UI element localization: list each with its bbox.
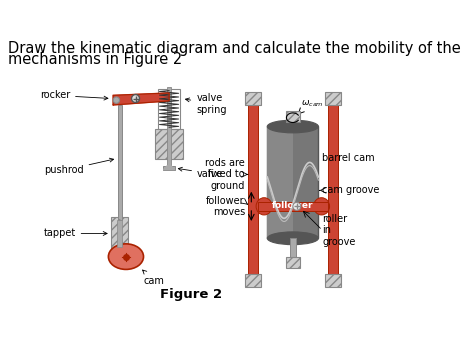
FancyBboxPatch shape <box>117 220 122 247</box>
FancyBboxPatch shape <box>286 257 300 268</box>
Text: cam groove: cam groove <box>322 185 380 195</box>
FancyBboxPatch shape <box>245 92 261 105</box>
Text: Figure 2: Figure 2 <box>160 288 222 301</box>
Text: follower
moves: follower moves <box>206 195 245 217</box>
FancyBboxPatch shape <box>258 202 328 211</box>
Text: mechanisms in Figure 2: mechanisms in Figure 2 <box>8 52 182 67</box>
FancyBboxPatch shape <box>167 87 171 165</box>
FancyBboxPatch shape <box>118 105 121 220</box>
Text: cam: cam <box>143 270 164 286</box>
Text: tappet: tappet <box>44 228 107 238</box>
Ellipse shape <box>256 198 272 215</box>
Text: follower: follower <box>272 201 314 210</box>
Ellipse shape <box>267 120 319 133</box>
Text: Draw the kinematic diagram and calculate the mobility of the: Draw the kinematic diagram and calculate… <box>8 41 461 56</box>
Ellipse shape <box>109 244 144 269</box>
FancyBboxPatch shape <box>155 129 183 159</box>
FancyBboxPatch shape <box>164 165 174 170</box>
Circle shape <box>132 95 139 103</box>
Text: $\omega_{cam}$: $\omega_{cam}$ <box>301 98 323 109</box>
Circle shape <box>293 202 301 210</box>
FancyBboxPatch shape <box>267 127 319 238</box>
FancyBboxPatch shape <box>325 92 341 105</box>
FancyBboxPatch shape <box>328 105 337 274</box>
Text: rods are
fixed to
ground: rods are fixed to ground <box>205 158 245 191</box>
Circle shape <box>113 97 119 103</box>
FancyBboxPatch shape <box>267 127 293 238</box>
Ellipse shape <box>314 198 329 215</box>
FancyBboxPatch shape <box>245 274 261 287</box>
Polygon shape <box>113 93 169 105</box>
FancyBboxPatch shape <box>115 95 124 103</box>
Ellipse shape <box>267 232 319 245</box>
Text: rocker: rocker <box>40 90 108 100</box>
Polygon shape <box>164 165 174 170</box>
FancyBboxPatch shape <box>286 111 300 122</box>
FancyBboxPatch shape <box>325 274 341 287</box>
FancyBboxPatch shape <box>290 111 296 127</box>
Text: valve
spring: valve spring <box>185 93 227 115</box>
FancyBboxPatch shape <box>248 105 258 274</box>
Text: pushrod: pushrod <box>44 158 114 175</box>
Text: barrel cam: barrel cam <box>322 153 375 163</box>
Text: valve: valve <box>178 167 223 179</box>
FancyBboxPatch shape <box>111 217 128 250</box>
FancyBboxPatch shape <box>290 238 296 268</box>
Text: roller
in
groove: roller in groove <box>322 214 356 247</box>
